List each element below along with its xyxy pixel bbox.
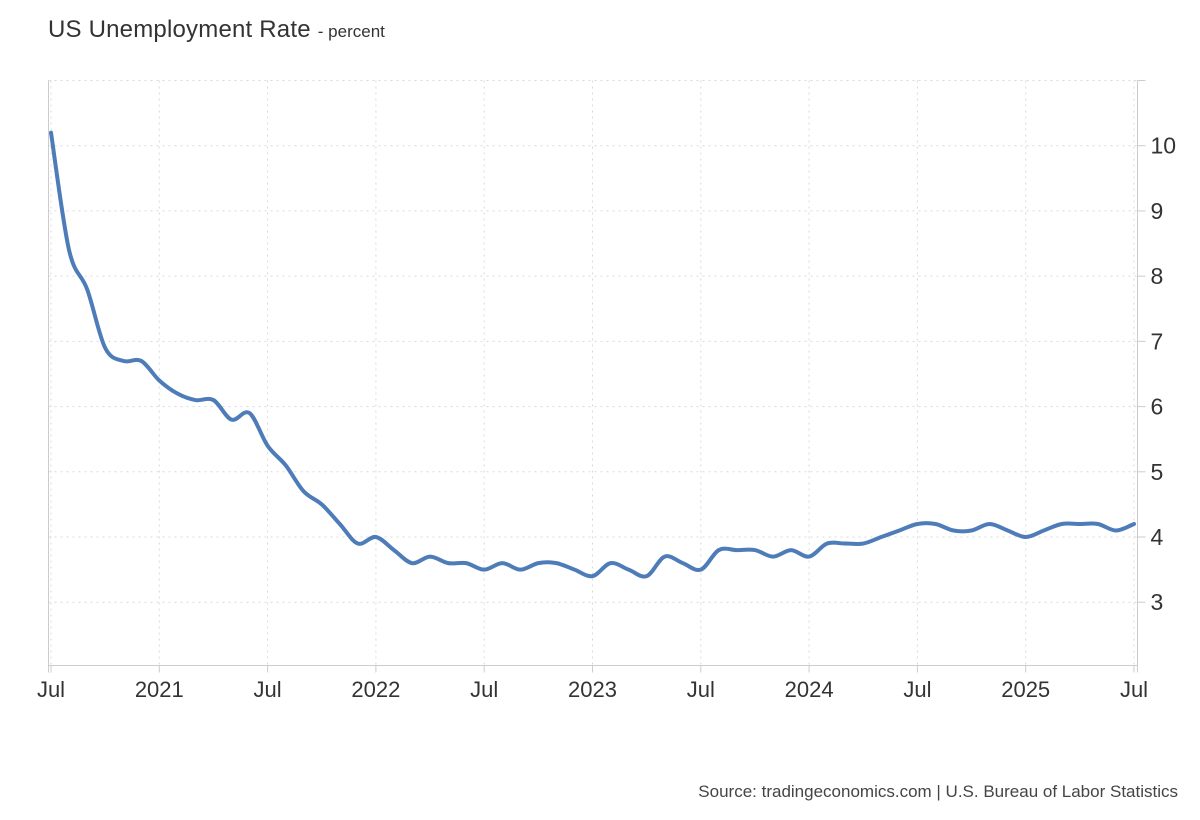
unemployment-rate-series-line: [49, 130, 1136, 579]
x-axis-tick-label: Jul: [687, 677, 715, 702]
chart-header: US Unemployment Rate - percent: [48, 16, 385, 44]
y-axis-tick-label: 9: [1151, 198, 1164, 224]
x-axis-tick-label: Jul: [37, 677, 65, 702]
y-axis-tick-label: 8: [1151, 263, 1164, 289]
x-axis-tick-label: Jul: [1120, 677, 1148, 702]
x-axis-tick-label: Jul: [254, 677, 282, 702]
source-attribution: Source: tradingeconomics.com | U.S. Bure…: [698, 782, 1178, 801]
y-axis-tick-label: 5: [1151, 459, 1164, 485]
x-axis-tick-label: Jul: [903, 677, 931, 702]
chart-subtitle: - percent: [317, 22, 385, 41]
y-axis-tick-label: 6: [1151, 394, 1164, 420]
y-axis-tick-label: 3: [1151, 589, 1164, 615]
x-axis-tick-label: 2025: [1001, 677, 1050, 702]
chart-title: US Unemployment Rate: [48, 16, 311, 43]
x-axis-tick-label: 2024: [785, 677, 834, 702]
x-axis-tick-label: 2023: [568, 677, 617, 702]
y-axis-tick-label: 7: [1151, 328, 1164, 354]
y-axis-tick-label: 4: [1151, 524, 1164, 550]
x-axis-tick-label: 2022: [351, 677, 400, 702]
x-axis-tick-label: 2021: [135, 677, 184, 702]
y-axis-tick-label: 10: [1151, 133, 1177, 159]
unemployment-line-chart[interactable]: 3 4 5 6 7 8 9 10 Jul 2021 Jul 2022 Jul 2023 Jul 2024 Jul…: [0, 0, 1200, 745]
x-axis-tick-label: Jul: [470, 677, 498, 702]
chart-footer: Source: tradingeconomics.com | U.S. Bure…: [698, 782, 1178, 802]
